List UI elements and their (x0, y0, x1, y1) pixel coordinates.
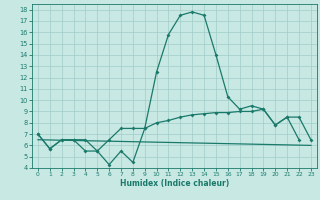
X-axis label: Humidex (Indice chaleur): Humidex (Indice chaleur) (120, 179, 229, 188)
